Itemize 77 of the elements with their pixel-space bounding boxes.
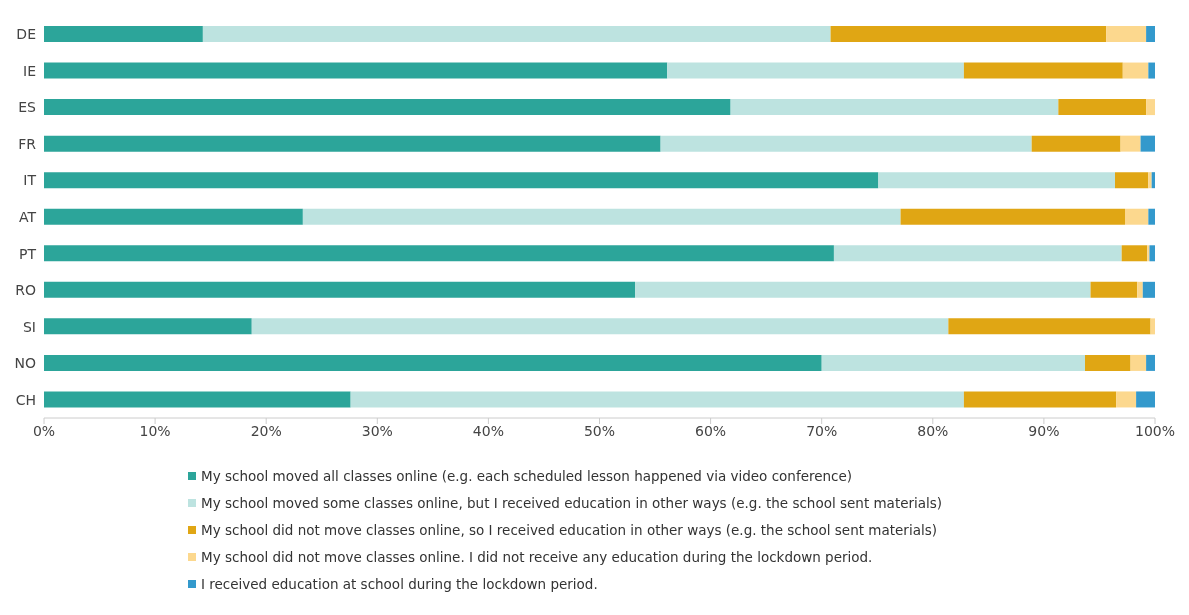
bar [1058,99,1147,116]
y-tick-label: AT [18,208,37,225]
bar [1031,135,1121,152]
bar [44,62,668,79]
bar [1090,281,1138,298]
bar [1146,99,1155,116]
y-tick-label: SI [22,318,36,335]
bar [202,26,831,42]
bar [730,99,1059,116]
x-tick-label: 90% [1028,422,1060,439]
x-tick-label: 10% [139,422,171,439]
bar [1140,135,1155,152]
x-tick-label: 80% [917,422,949,439]
bar [1150,318,1155,335]
x-tick-label: 60% [695,422,727,439]
x-tick-label: 0% [32,422,56,439]
bar [1142,281,1155,298]
bar [1116,391,1137,408]
bar [1148,62,1155,79]
bar [44,318,252,335]
bar [1085,354,1131,371]
bar [830,26,1107,42]
bar [1115,172,1149,189]
bar [350,391,964,408]
x-tick-label: 70% [806,422,838,439]
x-tick-label: 30% [361,422,393,439]
legend-label: My school moved some classes online, but I received education in other ways (e.g. the school sent materials) [201,495,943,511]
bar [44,172,879,189]
x-tick-label: 20% [250,422,282,439]
bar [1106,26,1147,42]
bar [833,245,1122,262]
bar [963,391,1117,408]
bar [251,318,949,335]
x-tick-label: 50% [583,422,616,439]
legend-label: My school did not move classes online. I did not receive any education during the lockdown period. [201,549,873,565]
bar [948,318,1151,335]
y-tick-label: RO [15,282,36,299]
bar [878,172,1115,189]
bar [1130,354,1147,371]
y-tick-label: DE [16,26,36,43]
y-tick-label: PT [19,245,37,262]
bar [963,62,1123,79]
bar [1137,281,1143,298]
bar [667,62,964,79]
bar [44,354,822,371]
y-tick-label: ES [18,99,37,116]
bar [1121,245,1148,262]
bar [1122,62,1149,79]
bar [1146,354,1155,371]
bar [1149,245,1155,262]
bar [900,208,1125,225]
legend-label: My school did not move classes online, so I received education in other ways (e.g. the school sent materials) [201,522,937,538]
y-tick-label: FR [18,135,37,152]
legend-label: I received education at school during the lockdown period. [201,576,598,592]
y-tick-label: IE [23,62,36,79]
y-tick-label: CH [15,391,36,408]
bar [44,245,834,262]
y-tick-label: IT [23,172,37,189]
bar [1125,208,1149,225]
bar [635,281,1091,298]
bar [44,391,351,408]
y-tick-label: NO [14,355,36,372]
bar [44,281,636,298]
bar [44,99,731,116]
bar [660,135,1032,152]
x-tick-label: 40% [472,422,504,439]
legend-label: My school moved all classes online (e.g. each scheduled lesson happened via video conference) [201,468,853,484]
bar [44,208,303,225]
bar [1136,391,1155,408]
bar [1120,135,1141,152]
bar [1148,208,1155,225]
bar [821,354,1086,371]
bar [1146,26,1155,42]
bar [302,208,901,225]
x-tick-label: 100% [1134,422,1176,439]
bar [44,26,203,42]
bar [44,135,661,152]
